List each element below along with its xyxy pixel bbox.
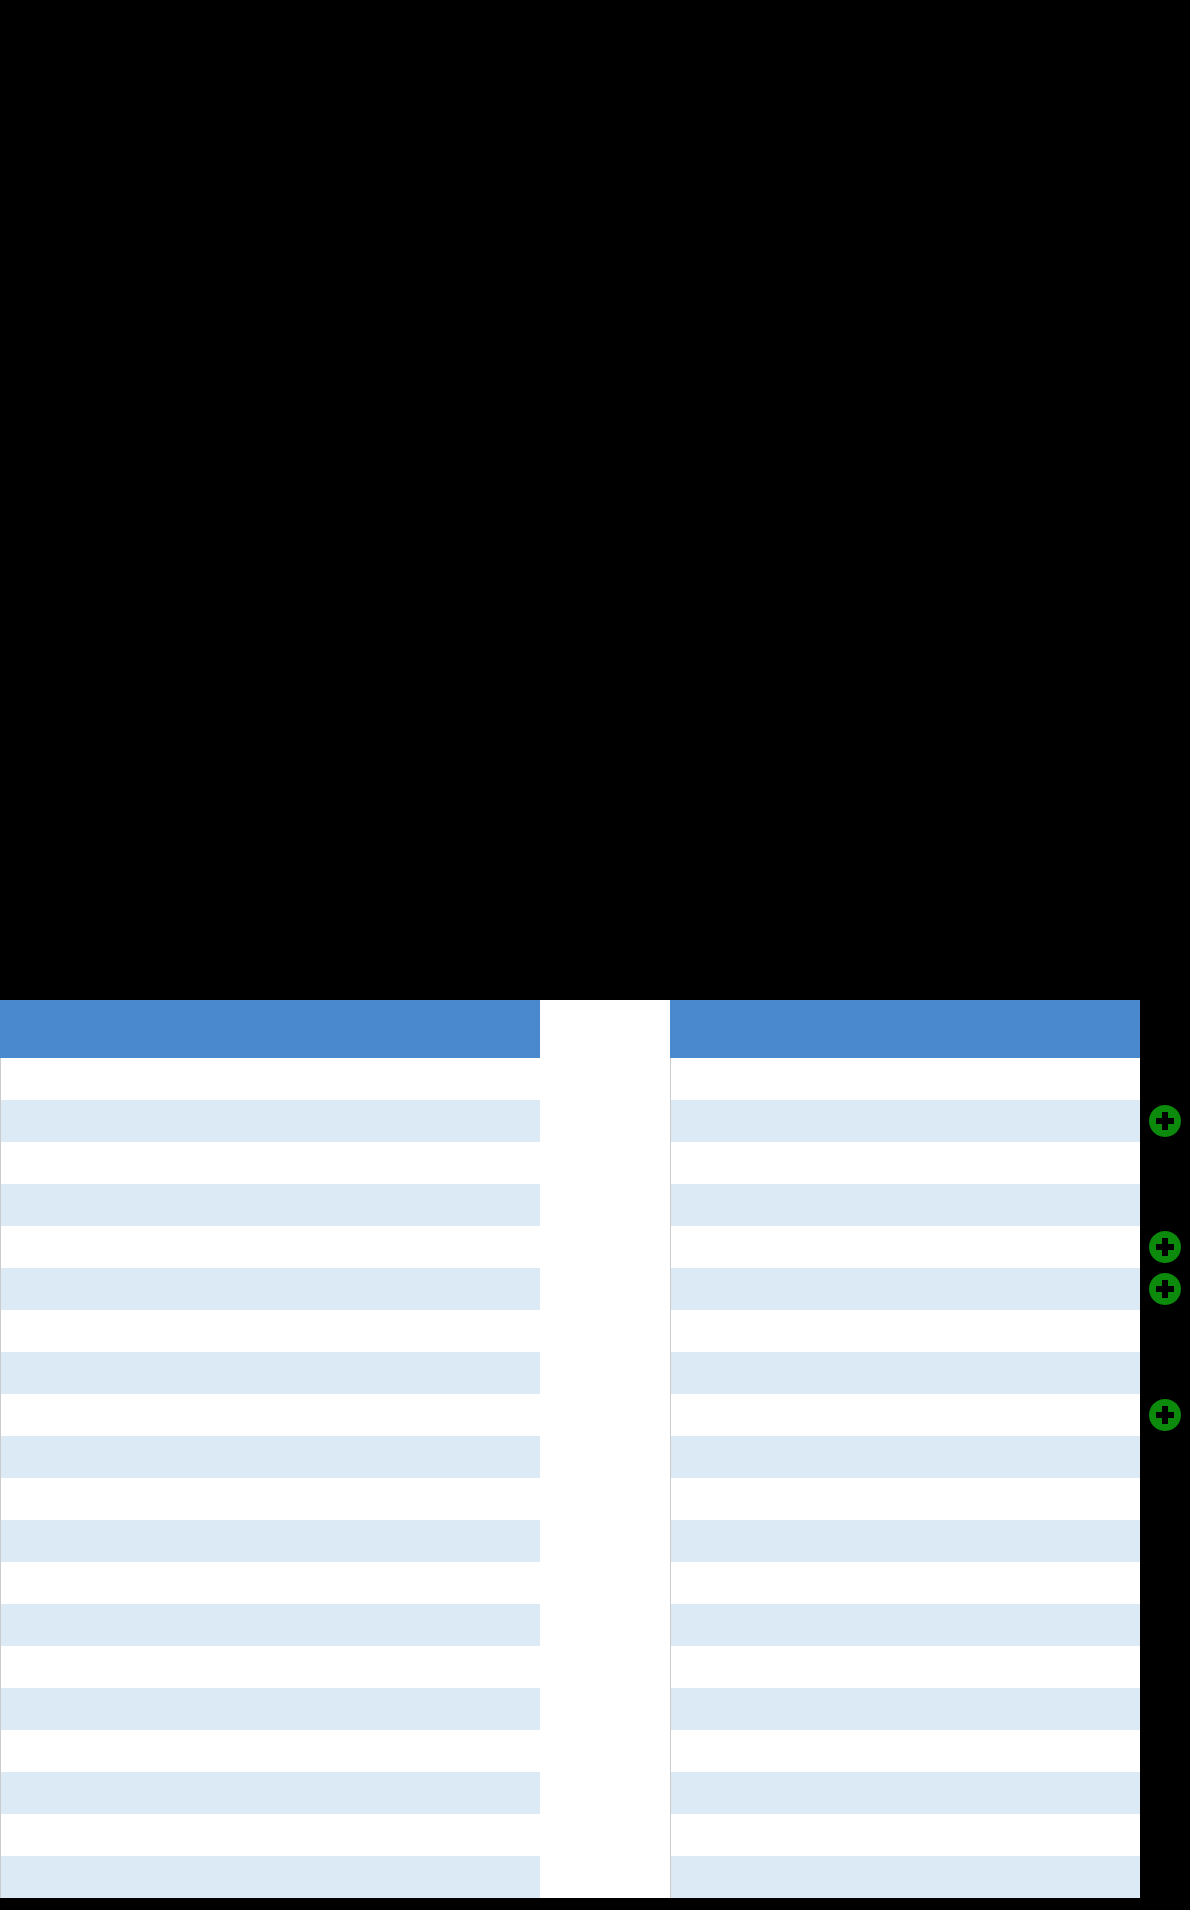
right-table-row bbox=[670, 1394, 1190, 1436]
right-table-row bbox=[670, 1142, 1190, 1184]
right-table-row bbox=[670, 1772, 1190, 1814]
right-table-header bbox=[670, 1000, 1190, 1058]
badge-slot bbox=[1140, 1520, 1190, 1562]
badge-slot bbox=[1140, 1604, 1190, 1646]
badge-slot bbox=[1140, 1772, 1190, 1814]
left-table-header bbox=[0, 1000, 540, 1058]
badge-slot bbox=[1140, 1310, 1190, 1352]
left-table-row bbox=[0, 1814, 540, 1856]
badge-slot bbox=[1140, 1226, 1190, 1268]
badge-slot bbox=[1140, 1268, 1190, 1310]
badge-column bbox=[1140, 1000, 1190, 1898]
badge-slot bbox=[1140, 1394, 1190, 1436]
left-table-row bbox=[0, 1562, 540, 1604]
right-table-row bbox=[670, 1730, 1190, 1772]
badge-slot bbox=[1140, 1100, 1190, 1142]
right-table-row bbox=[670, 1562, 1190, 1604]
badge-slot bbox=[1140, 1184, 1190, 1226]
left-table-row bbox=[0, 1268, 540, 1310]
badge-slot bbox=[1140, 1730, 1190, 1772]
right-table-row bbox=[670, 1100, 1190, 1142]
left-table-row bbox=[0, 1142, 540, 1184]
left-table-row bbox=[0, 1100, 540, 1142]
badge-slot bbox=[1140, 1814, 1190, 1856]
left-table-row bbox=[0, 1184, 540, 1226]
left-table-row bbox=[0, 1310, 540, 1352]
badge-slot bbox=[1140, 1856, 1190, 1898]
tables-region bbox=[0, 1000, 1190, 1898]
badge-slot bbox=[1140, 1688, 1190, 1730]
right-table-row bbox=[670, 1268, 1190, 1310]
badge-slot bbox=[1140, 1478, 1190, 1520]
right-table-row bbox=[670, 1646, 1190, 1688]
right-table-row bbox=[670, 1478, 1190, 1520]
left-table-row bbox=[0, 1730, 540, 1772]
badge-slot bbox=[1140, 1646, 1190, 1688]
right-table-row bbox=[670, 1604, 1190, 1646]
left-table-row bbox=[0, 1856, 540, 1898]
left-table-row bbox=[0, 1058, 540, 1100]
right-table-row bbox=[670, 1856, 1190, 1898]
right-table-row bbox=[670, 1436, 1190, 1478]
badge-slot bbox=[1140, 1352, 1190, 1394]
left-table-row bbox=[0, 1394, 540, 1436]
left-table-row bbox=[0, 1688, 540, 1730]
badge-slot bbox=[1140, 1058, 1190, 1100]
left-table-row bbox=[0, 1352, 540, 1394]
left-table-row bbox=[0, 1646, 540, 1688]
right-table-row bbox=[670, 1352, 1190, 1394]
badge-slot bbox=[1140, 1142, 1190, 1184]
left-table bbox=[0, 1000, 540, 1898]
left-table-row bbox=[0, 1604, 540, 1646]
left-table-row bbox=[0, 1772, 540, 1814]
plus-icon[interactable] bbox=[1148, 1104, 1182, 1138]
plus-icon[interactable] bbox=[1148, 1272, 1182, 1306]
badge-slot bbox=[1140, 1436, 1190, 1478]
left-table-row bbox=[0, 1478, 540, 1520]
right-table-row bbox=[670, 1310, 1190, 1352]
right-table-row bbox=[670, 1226, 1190, 1268]
plus-icon[interactable] bbox=[1148, 1230, 1182, 1264]
badge-header-spacer bbox=[1140, 1000, 1190, 1058]
badge-slot bbox=[1140, 1562, 1190, 1604]
top-black-region bbox=[0, 0, 1190, 1000]
plus-icon[interactable] bbox=[1148, 1398, 1182, 1432]
left-table-row bbox=[0, 1226, 540, 1268]
right-table-row bbox=[670, 1814, 1190, 1856]
tables-wrap bbox=[0, 1000, 1190, 1898]
right-table-row bbox=[670, 1520, 1190, 1562]
left-table-row bbox=[0, 1520, 540, 1562]
left-table-row bbox=[0, 1436, 540, 1478]
right-table-row bbox=[670, 1058, 1190, 1100]
right-table-row bbox=[670, 1184, 1190, 1226]
right-table bbox=[670, 1000, 1190, 1898]
right-table-row bbox=[670, 1688, 1190, 1730]
